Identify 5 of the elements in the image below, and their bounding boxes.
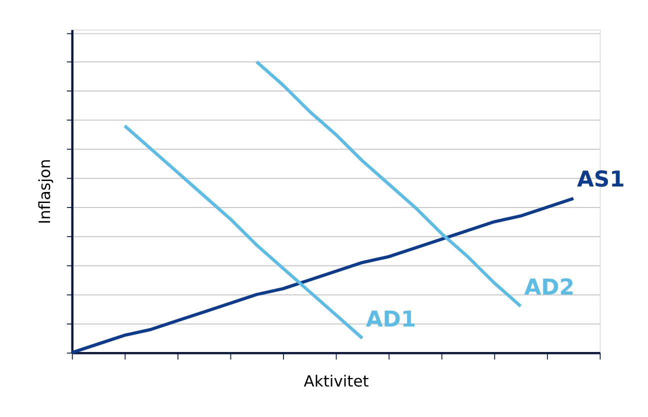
series-label: AD1 — [366, 307, 416, 332]
y-axis-title: Inflasjon — [36, 158, 54, 224]
x-axis-title: Aktivitet — [304, 372, 369, 390]
series-label: AS1 — [577, 168, 625, 193]
series-label: AD2 — [524, 275, 574, 300]
